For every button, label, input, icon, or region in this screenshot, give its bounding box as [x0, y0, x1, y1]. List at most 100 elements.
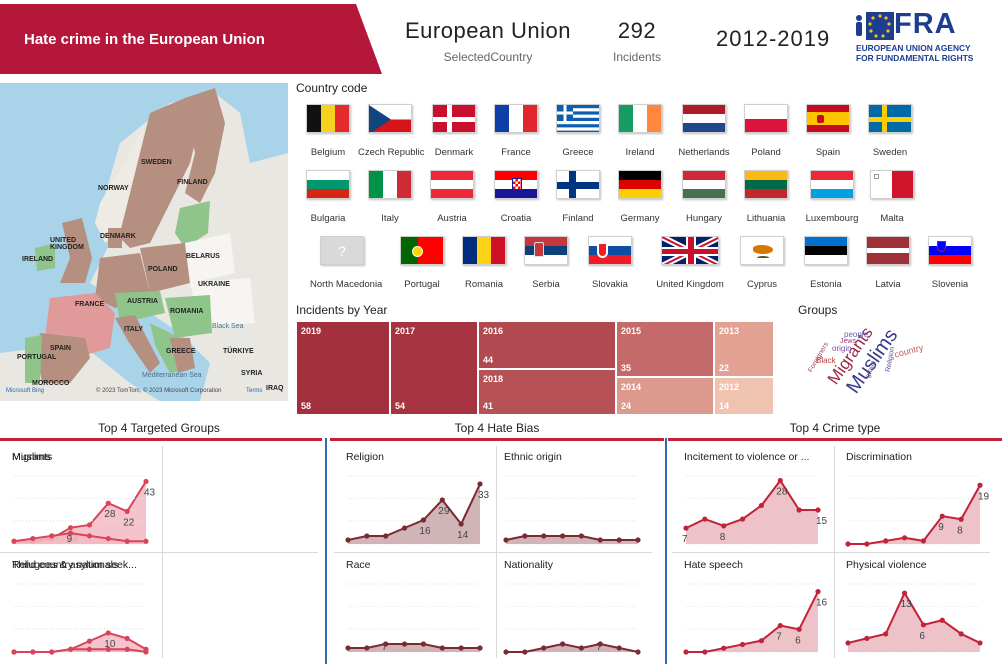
data-point[interactable] — [49, 533, 55, 539]
data-point[interactable] — [578, 533, 585, 539]
data-point[interactable] — [30, 535, 36, 542]
map-terms-link[interactable]: Terms — [246, 388, 263, 394]
mini-chart[interactable]: Third country nationals — [0, 554, 160, 660]
data-point[interactable] — [124, 635, 130, 641]
data-point[interactable] — [420, 641, 427, 647]
data-point[interactable] — [522, 533, 528, 539]
data-point[interactable] — [364, 645, 370, 651]
data-point[interactable] — [920, 538, 927, 544]
data-point[interactable] — [796, 626, 802, 632]
mini-chart[interactable]: Discrimination 9 8 19 — [834, 446, 994, 552]
data-point[interactable] — [143, 649, 149, 655]
country-option-czech-republic[interactable]: Czech Republic — [358, 104, 425, 158]
country-option-serbia[interactable]: Serbia — [514, 236, 578, 290]
data-point[interactable] — [420, 517, 427, 523]
data-point[interactable] — [958, 516, 964, 522]
data-point[interactable] — [815, 507, 821, 513]
data-point[interactable] — [845, 541, 851, 547]
data-point[interactable] — [439, 497, 445, 503]
mini-chart[interactable]: Nationality 7 — [492, 554, 652, 660]
data-point[interactable] — [777, 622, 783, 629]
cloud-word[interactable]: Black — [816, 356, 836, 365]
country-option-ireland[interactable]: Ireland — [608, 104, 672, 158]
data-point[interactable] — [864, 635, 870, 641]
data-point[interactable] — [143, 538, 149, 544]
treemap-cell-2013[interactable]: 2013 22 — [714, 321, 774, 377]
data-point[interactable] — [683, 649, 689, 655]
data-point[interactable] — [105, 646, 111, 652]
country-option-slovenia[interactable]: Slovenia — [918, 236, 982, 290]
cloud-word[interactable]: people — [844, 330, 869, 339]
country-option-sweden[interactable]: Sweden — [858, 104, 922, 158]
data-point[interactable] — [721, 645, 727, 651]
country-option-malta[interactable]: Malta — [860, 170, 924, 224]
treemap-cell-2017[interactable]: 2017 54 — [390, 321, 478, 415]
data-point[interactable] — [105, 630, 111, 636]
country-option-finland[interactable]: Finland — [546, 170, 610, 224]
country-option-slovakia[interactable]: Slovakia — [578, 236, 642, 290]
data-point[interactable] — [503, 537, 509, 543]
country-option-north-macedonia[interactable]: ? North Macedonia — [310, 236, 382, 290]
country-option-hungary[interactable]: Hungary — [672, 170, 736, 224]
country-option-luxembourg[interactable]: Luxembourg — [800, 170, 864, 224]
data-point[interactable] — [541, 533, 547, 539]
data-point[interactable] — [901, 590, 908, 596]
data-point[interactable] — [883, 631, 889, 637]
data-point[interactable] — [86, 638, 93, 644]
data-point[interactable] — [345, 537, 351, 543]
cloud-word[interactable]: origin — [832, 344, 852, 353]
data-point[interactable] — [383, 641, 389, 647]
data-point[interactable] — [401, 641, 408, 647]
data-point[interactable] — [758, 502, 765, 509]
data-point[interactable] — [458, 521, 464, 527]
data-point[interactable] — [364, 533, 370, 539]
country-option-bulgaria[interactable]: Bulgaria — [296, 170, 360, 224]
data-point[interactable] — [578, 645, 585, 651]
groups-word-cloud[interactable]: Muslims Migrants people country origin F… — [800, 322, 940, 412]
country-option-poland[interactable]: Poland — [734, 104, 798, 158]
data-point[interactable] — [939, 513, 945, 519]
country-option-spain[interactable]: Spain — [796, 104, 860, 158]
data-point[interactable] — [124, 538, 130, 544]
data-point[interactable] — [30, 649, 36, 655]
data-point[interactable] — [105, 535, 111, 542]
data-point[interactable] — [721, 523, 727, 529]
treemap-cell-2014[interactable]: 2014 24 — [616, 377, 714, 415]
mini-chart[interactable]: Religion 16 29 14 33 — [334, 446, 494, 552]
country-option-greece[interactable]: Greece — [546, 104, 610, 158]
data-point[interactable] — [977, 640, 983, 646]
cloud-word[interactable]: Jews — [840, 338, 856, 345]
data-point[interactable] — [939, 617, 945, 623]
country-option-latvia[interactable]: Latvia — [856, 236, 920, 290]
treemap-cell-2012[interactable]: 2012 14 — [714, 377, 774, 415]
country-option-cyprus[interactable]: Cyprus — [730, 236, 794, 290]
mini-chart[interactable]: Physical violence 13 6 — [834, 554, 994, 660]
europe-map[interactable]: SWEDEN FINLAND NORWAY DENMARK UNITED KIN… — [0, 83, 288, 401]
country-option-united-kingdom[interactable]: United Kingdom — [652, 236, 728, 290]
data-point[interactable] — [439, 645, 445, 651]
data-point[interactable] — [124, 508, 130, 514]
data-point[interactable] — [401, 525, 408, 531]
country-option-estonia[interactable]: Estonia — [794, 236, 858, 290]
data-point[interactable] — [739, 516, 746, 522]
data-point[interactable] — [901, 535, 908, 541]
country-option-croatia[interactable]: Croatia — [484, 170, 548, 224]
data-point[interactable] — [143, 478, 149, 485]
data-point[interactable] — [597, 641, 603, 647]
country-option-belgium[interactable]: Belgium — [296, 104, 360, 158]
mini-chart[interactable]: Ethnic origin — [492, 446, 652, 552]
treemap-cell-2018[interactable]: 2018 41 — [478, 369, 616, 415]
data-point[interactable] — [86, 522, 93, 528]
data-point[interactable] — [345, 645, 351, 651]
data-point[interactable] — [702, 516, 708, 522]
data-point[interactable] — [11, 649, 17, 655]
data-point[interactable] — [597, 537, 603, 543]
data-point[interactable] — [522, 649, 528, 655]
country-option-portugal[interactable]: Portugal — [390, 236, 454, 290]
country-option-italy[interactable]: Italy — [358, 170, 422, 224]
treemap-cell-2015[interactable]: 2015 35 — [616, 321, 714, 377]
data-point[interactable] — [541, 645, 547, 651]
treemap-cell-2016[interactable]: 2016 44 — [478, 321, 616, 369]
data-point[interactable] — [758, 638, 765, 644]
data-point[interactable] — [739, 641, 746, 648]
